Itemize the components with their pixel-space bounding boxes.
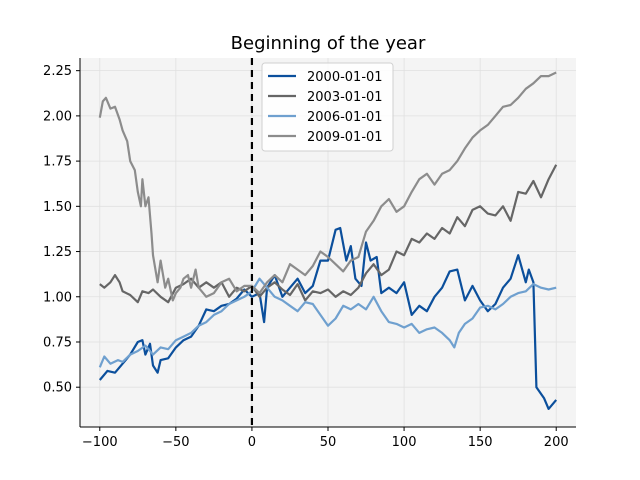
- x-tick-label: 50: [320, 435, 337, 450]
- legend-label: 2000-01-01: [307, 70, 383, 85]
- y-tick-label: 2.25: [43, 64, 72, 79]
- legend-box: [261, 62, 394, 152]
- chart-title: Beginning of the year: [231, 33, 426, 54]
- y-tick-label: 2.00: [43, 109, 72, 124]
- x-tick-label: 150: [468, 435, 493, 450]
- y-tick-label: 1.00: [43, 290, 72, 305]
- x-tick-label: −100: [82, 435, 118, 450]
- y-tick-label: 1.25: [43, 245, 72, 260]
- series-line-2003-01-01: [99, 164, 558, 304]
- series-layer: [98, 71, 558, 410]
- y-tick-label: 1.50: [43, 200, 72, 215]
- x-tick-label: 100: [392, 435, 417, 450]
- x-tick-label: −50: [162, 435, 189, 450]
- axes: −100 −50 0 50 100 150 200 0.50 0.75 1.00 1.25 1.50 1…: [43, 58, 576, 450]
- x-tick-label: 0: [248, 435, 256, 450]
- series-line-2006-01-01: [98, 277, 557, 368]
- grid: [80, 58, 576, 427]
- legend: 2000-01-01 2003-01-01 2006-01-01 2009-01-01: [261, 62, 394, 152]
- legend-label: 2009-01-01: [307, 130, 383, 145]
- y-tick-label: 0.50: [43, 381, 72, 396]
- y-tick-label: 1.75: [43, 155, 72, 170]
- legend-label: 2006-01-01: [307, 110, 383, 125]
- y-tick-label: 0.75: [43, 335, 72, 350]
- x-tick-label: 200: [544, 435, 569, 450]
- series-line-2009-01-01: [98, 71, 557, 302]
- legend-label: 2003-01-01: [307, 90, 383, 105]
